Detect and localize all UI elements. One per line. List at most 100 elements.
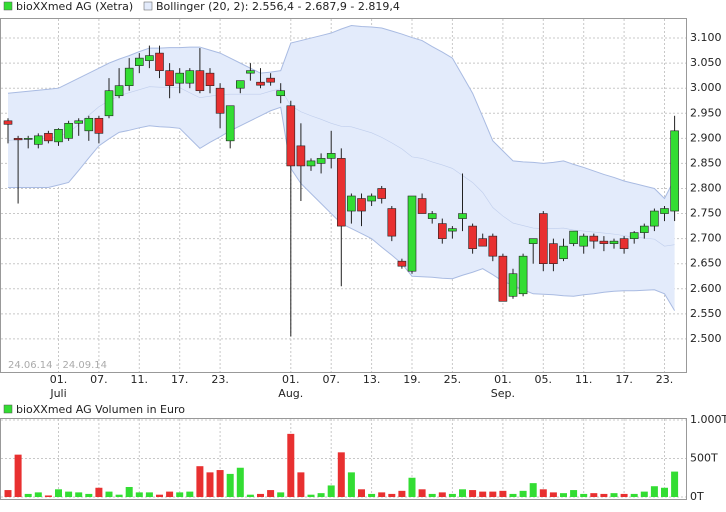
candle-body (124, 67, 134, 86)
candle-body (44, 133, 53, 142)
candle-body (74, 120, 83, 124)
candle-body (135, 57, 144, 66)
volume-bar (549, 492, 557, 497)
candle-body (296, 145, 306, 167)
volume-bar (75, 492, 83, 497)
volume-bar (55, 489, 62, 497)
candle-body (246, 70, 255, 74)
volume-bar (24, 493, 32, 497)
volume-bar (236, 467, 244, 497)
candle-body (437, 223, 447, 239)
volume-bar (448, 493, 456, 497)
candle-body (498, 255, 508, 302)
volume-bar (347, 472, 355, 497)
x-month-label: Sep. (491, 387, 515, 400)
candle-body (650, 210, 659, 227)
volume-frame (0, 418, 687, 500)
volume-bar (246, 494, 254, 497)
volume-bar (257, 493, 264, 497)
volume-bar (529, 483, 537, 497)
volume-bar (125, 486, 133, 497)
candle-body (488, 235, 498, 257)
candle-body (215, 87, 225, 114)
y-tick-label: 2.600 (690, 282, 722, 295)
x-tick-label: 17. (171, 373, 189, 386)
x-tick-label: 05. (535, 373, 553, 386)
candle-body (417, 198, 427, 214)
volume-bar (115, 494, 123, 497)
volume-bar (378, 492, 386, 497)
candle-body (448, 228, 457, 232)
volume-bar (95, 487, 103, 497)
volume-bar (560, 493, 567, 497)
candle-body (205, 72, 215, 86)
volume-bar (166, 491, 174, 497)
candle-body (427, 213, 437, 219)
candle-body (64, 122, 73, 139)
legend-swatch (3, 404, 13, 414)
x-tick-label: 23. (656, 373, 674, 386)
plot-frame (0, 18, 687, 373)
y-tick-label: 500T (690, 452, 718, 465)
candle-body (185, 70, 195, 84)
candle-body (538, 213, 548, 264)
volume-bar (408, 477, 416, 497)
x-tick-label: 13. (363, 373, 381, 386)
y-tick-label: 2.650 (690, 257, 722, 270)
y-tick-label: 2.500 (690, 332, 722, 345)
candle-body (326, 153, 336, 159)
candle-body (629, 232, 639, 239)
candle-body (286, 105, 296, 167)
volume-bar (216, 470, 224, 497)
candle-body (104, 90, 114, 117)
volume-bar (610, 493, 618, 497)
volume-bar (479, 491, 487, 497)
y-tick-label: 1.000T (690, 413, 726, 426)
x-tick-label: 25. (444, 373, 462, 386)
volume-bar (489, 491, 497, 497)
volume-bar (287, 433, 295, 497)
volume-bar (388, 493, 396, 497)
candle-body (518, 255, 528, 295)
candle-body (579, 235, 589, 247)
candle-body (660, 208, 669, 214)
candle-body (468, 225, 477, 249)
volume-bar (85, 493, 93, 497)
legend-label: Bollinger (20, 2): 2.556,4 - 2.687,9 - 2… (156, 0, 400, 13)
candle-body (458, 213, 467, 219)
candle-body (155, 52, 164, 71)
volume-bar (267, 490, 275, 497)
candle-body (569, 230, 578, 244)
x-tick-label: 17. (615, 373, 633, 386)
x-tick-label: 11. (131, 373, 149, 386)
volume-bar (499, 490, 507, 497)
y-tick-label: 2.950 (690, 106, 722, 119)
y-tick-label: 2.700 (690, 232, 722, 245)
candle-body (670, 130, 679, 212)
x-tick-label: 19. (403, 373, 421, 386)
volume-bar (418, 489, 426, 497)
candle-body (559, 245, 568, 259)
candle-body (94, 117, 104, 134)
candle-body (316, 158, 326, 164)
volume-bar (368, 493, 376, 497)
candle-body (306, 160, 316, 167)
y-tick-label: 2.550 (690, 307, 722, 320)
volume-bar (156, 494, 163, 497)
legend-swatch (3, 1, 13, 11)
candle-body (347, 195, 356, 212)
volume-bar (398, 490, 406, 497)
volume-bar (297, 472, 305, 497)
candle-body (84, 117, 94, 132)
candle-body (549, 243, 558, 264)
y-tick-label: 3.100 (690, 31, 722, 44)
x-tick-label: 01. (282, 373, 300, 386)
volume-bar (226, 473, 234, 497)
volume-bar (307, 494, 315, 497)
candle-body (639, 225, 649, 233)
x-month-label: Aug. (278, 387, 303, 400)
volume-bar (206, 472, 214, 497)
candle-body (225, 105, 235, 142)
candle-body (175, 72, 184, 84)
